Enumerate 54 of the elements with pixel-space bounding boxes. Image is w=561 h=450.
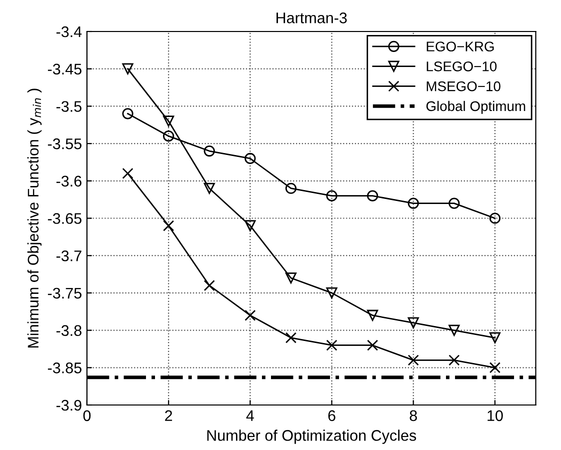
x-tick-label: 10	[488, 410, 503, 422]
chart-title: Hartman-3	[276, 12, 347, 24]
point	[285, 272, 297, 284]
point	[244, 310, 256, 321]
legend-label: Global Optimum	[426, 100, 526, 114]
point	[489, 212, 501, 224]
y-tick-label: -3.85	[48, 362, 82, 374]
point	[163, 220, 174, 232]
point	[408, 198, 419, 209]
x-axis-title: Number of Optimization Cycles	[207, 430, 416, 444]
point	[285, 182, 297, 194]
legend-label: LSEGO−10	[426, 61, 497, 72]
point	[326, 287, 338, 299]
y-tick-label: -3.6	[56, 176, 82, 187]
point	[326, 190, 338, 202]
legend-label: MSEGO−10	[426, 81, 500, 92]
point	[122, 108, 134, 120]
point	[489, 362, 501, 374]
point	[448, 324, 460, 336]
point	[244, 220, 256, 232]
point	[408, 354, 419, 366]
x-tick-label: 6	[328, 410, 336, 422]
point	[163, 130, 174, 142]
y-tick-label: -3.75	[48, 288, 82, 299]
point	[285, 332, 297, 344]
point	[204, 145, 215, 157]
point	[122, 168, 134, 179]
y-axis-title: Minimum of Objective Function ( y$_{min}$ )	[27, 88, 42, 348]
point	[367, 190, 378, 202]
y-tick-label: -3.7	[56, 250, 82, 262]
y-tick-label: -3.65	[48, 213, 82, 224]
point	[326, 340, 338, 351]
point	[367, 310, 378, 321]
point	[204, 182, 215, 194]
y-tick-label: -3.8	[56, 325, 82, 336]
x-tick-label: 2	[165, 410, 172, 421]
point	[489, 332, 501, 344]
point	[163, 116, 174, 127]
point	[122, 63, 134, 74]
y-tick-label: -3.55	[48, 138, 82, 150]
point	[448, 198, 460, 209]
x-tick-label: 8	[410, 410, 417, 422]
y-tick-label: -3.9	[56, 400, 82, 411]
point	[448, 354, 460, 366]
point	[244, 152, 256, 164]
x-tick-label: 0	[83, 410, 91, 422]
point	[408, 317, 419, 328]
point	[204, 280, 215, 292]
y-tick-label: -3.4	[56, 26, 82, 38]
x-tick-label: 4	[246, 410, 254, 421]
y-tick-label: -3.45	[48, 64, 82, 75]
legend-label: EGO−KRG	[426, 42, 494, 52]
y-tick-label: -3.5	[56, 101, 82, 112]
point	[367, 340, 378, 351]
